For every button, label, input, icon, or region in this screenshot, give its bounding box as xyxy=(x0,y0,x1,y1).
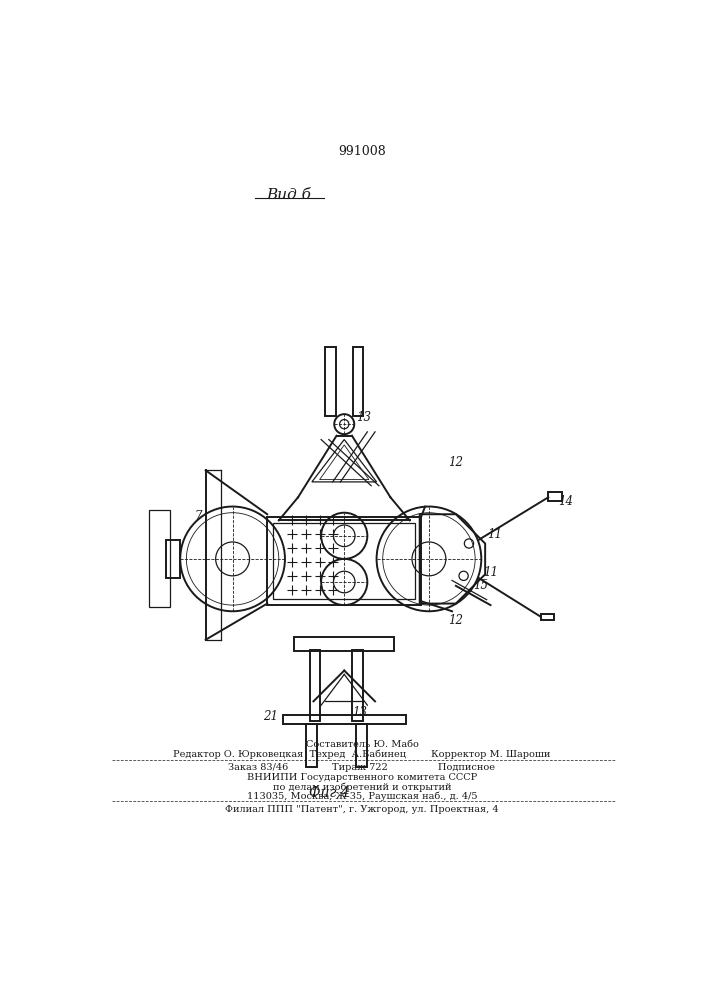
Text: 7: 7 xyxy=(194,510,201,523)
Text: Заказ 83/46              Тираж 722                Подписное: Заказ 83/46 Тираж 722 Подписное xyxy=(228,763,496,772)
Text: 12: 12 xyxy=(448,456,463,469)
Bar xyxy=(549,492,562,501)
Text: 12: 12 xyxy=(448,614,463,627)
Text: 15: 15 xyxy=(474,579,489,592)
Text: 13: 13 xyxy=(356,411,370,424)
Bar xyxy=(283,715,406,724)
Text: Редактор О. Юрковецкая  Техред  А.Бабинец        Корректор М. Шароши: Редактор О. Юрковецкая Техред А.Бабинец … xyxy=(173,750,551,759)
Text: 13: 13 xyxy=(352,706,367,719)
Text: 11: 11 xyxy=(486,528,502,541)
Bar xyxy=(310,650,320,721)
Text: 14: 14 xyxy=(559,495,573,508)
Bar xyxy=(148,510,170,607)
Bar xyxy=(353,347,363,416)
Text: Составитель Ю. Мабо: Составитель Ю. Мабо xyxy=(305,740,419,749)
Bar xyxy=(305,724,317,767)
Text: 21: 21 xyxy=(264,710,279,723)
Text: Вид б: Вид б xyxy=(267,188,311,202)
Text: по делам изобретений и открытий: по делам изобретений и открытий xyxy=(273,782,451,792)
Bar xyxy=(541,614,554,620)
Text: Фиг 4: Фиг 4 xyxy=(308,786,349,800)
Bar xyxy=(352,650,363,721)
Text: 113035, Москва, Ж-35, Раушская наб., д. 4/5: 113035, Москва, Ж-35, Раушская наб., д. … xyxy=(247,791,477,801)
Text: 11: 11 xyxy=(483,566,498,579)
Bar xyxy=(356,724,366,767)
Bar xyxy=(267,517,421,605)
Text: Филиал ППП "Патент", г. Ужгород, ул. Проектная, 4: Филиал ППП "Патент", г. Ужгород, ул. Про… xyxy=(225,805,498,814)
Bar xyxy=(325,347,336,416)
Bar xyxy=(166,540,180,578)
Bar xyxy=(294,637,395,651)
Text: 991008: 991008 xyxy=(338,145,386,158)
Text: ВНИИПИ Государственного комитета СССР: ВНИИПИ Государственного комитета СССР xyxy=(247,773,477,782)
Bar xyxy=(274,523,415,599)
